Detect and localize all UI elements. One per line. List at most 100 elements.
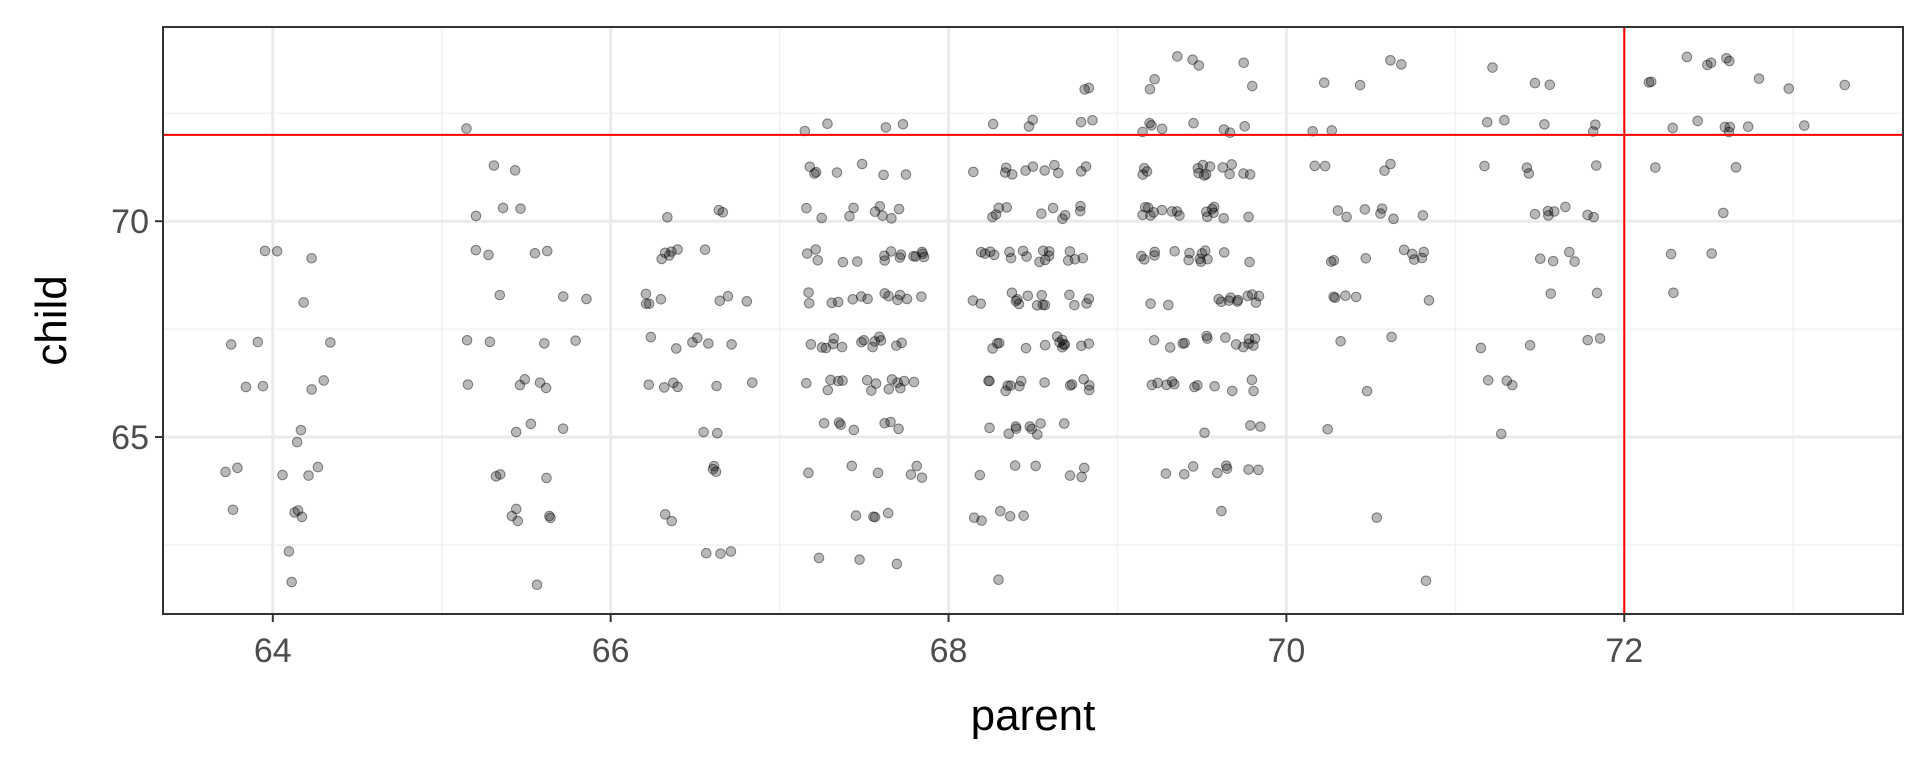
data-point <box>1340 290 1351 302</box>
data-point <box>828 333 840 344</box>
data-point <box>803 287 814 298</box>
data-point <box>1223 295 1235 306</box>
data-point <box>1036 208 1047 219</box>
data-point <box>1202 211 1213 223</box>
data-point <box>1524 340 1536 351</box>
data-point <box>987 211 998 223</box>
data-point <box>1587 126 1599 137</box>
data-point <box>1020 342 1032 354</box>
data-point <box>1087 114 1098 126</box>
plot-panel <box>163 27 1903 614</box>
data-point <box>1057 334 1068 346</box>
data-point <box>891 340 902 351</box>
data-point <box>822 384 834 396</box>
data-point <box>1479 160 1490 172</box>
data-point <box>1136 250 1147 262</box>
data-point <box>1006 287 1018 299</box>
data-point <box>1142 202 1154 213</box>
data-point <box>699 244 711 255</box>
data-point <box>1248 385 1259 397</box>
data-point <box>916 472 928 483</box>
data-point <box>1354 79 1366 91</box>
data-point <box>867 341 878 353</box>
data-point <box>726 339 737 350</box>
data-point <box>894 252 906 263</box>
data-point <box>868 511 879 523</box>
data-point <box>512 515 524 527</box>
data-point <box>484 336 496 348</box>
data-point <box>1385 158 1396 170</box>
data-point <box>832 296 844 308</box>
data-point <box>1238 341 1249 353</box>
data-point <box>1560 201 1571 213</box>
data-point <box>879 417 890 429</box>
data-point <box>711 427 723 439</box>
data-point <box>252 336 264 348</box>
data-point <box>869 336 880 347</box>
data-point <box>852 256 863 267</box>
data-point <box>1054 337 1065 348</box>
data-point <box>1569 256 1580 267</box>
data-point <box>990 209 1002 220</box>
data-point <box>877 210 888 221</box>
data-points <box>220 51 1851 591</box>
data-point <box>1187 461 1199 472</box>
data-point <box>987 118 999 130</box>
data-point <box>1328 291 1339 303</box>
data-point <box>826 297 838 309</box>
data-point <box>488 160 500 171</box>
data-point <box>494 469 506 480</box>
data-point <box>672 381 683 393</box>
data-point <box>1590 119 1601 130</box>
data-point <box>539 338 550 349</box>
data-point <box>544 510 555 522</box>
data-point <box>1588 211 1600 223</box>
data-point <box>1539 119 1550 130</box>
data-point <box>837 375 848 386</box>
data-point <box>1385 55 1396 66</box>
data-point <box>1058 339 1070 350</box>
minor-gridlines <box>163 27 1903 614</box>
data-point <box>975 298 987 309</box>
data-point <box>1423 295 1435 306</box>
data-point <box>746 377 758 388</box>
data-point <box>306 252 317 264</box>
data-point <box>708 460 720 472</box>
data-point <box>1730 162 1742 173</box>
data-point <box>1322 423 1333 435</box>
data-point <box>1475 342 1487 354</box>
data-point <box>1011 294 1023 305</box>
data-point <box>822 118 833 130</box>
data-point <box>1719 121 1731 133</box>
data-point <box>1024 421 1036 432</box>
data-point <box>870 378 882 389</box>
data-point <box>1018 510 1029 521</box>
x-tick-label: 66 <box>592 632 630 670</box>
data-point <box>220 466 231 478</box>
data-point <box>1226 159 1237 170</box>
data-point <box>1078 373 1090 385</box>
data-point <box>1075 205 1086 217</box>
data-point <box>1224 168 1235 180</box>
x-tick-label: 68 <box>930 632 968 670</box>
data-point <box>1582 209 1593 221</box>
data-point <box>1218 212 1229 224</box>
data-point <box>1329 292 1341 304</box>
data-point <box>895 249 907 260</box>
data-point <box>1702 59 1713 71</box>
data-point <box>715 548 726 559</box>
data-point <box>1000 385 1011 397</box>
data-point <box>687 337 698 348</box>
data-point <box>1075 116 1087 128</box>
data-point <box>968 512 980 524</box>
data-point <box>916 246 928 258</box>
data-point <box>994 505 1006 517</box>
data-point <box>883 290 894 302</box>
data-point <box>883 383 895 395</box>
data-point <box>892 294 903 306</box>
data-point <box>1039 339 1051 351</box>
data-point <box>1031 300 1043 311</box>
data-point <box>1059 339 1071 350</box>
y-tick-label: 65 <box>111 419 149 457</box>
data-point <box>1160 468 1172 479</box>
